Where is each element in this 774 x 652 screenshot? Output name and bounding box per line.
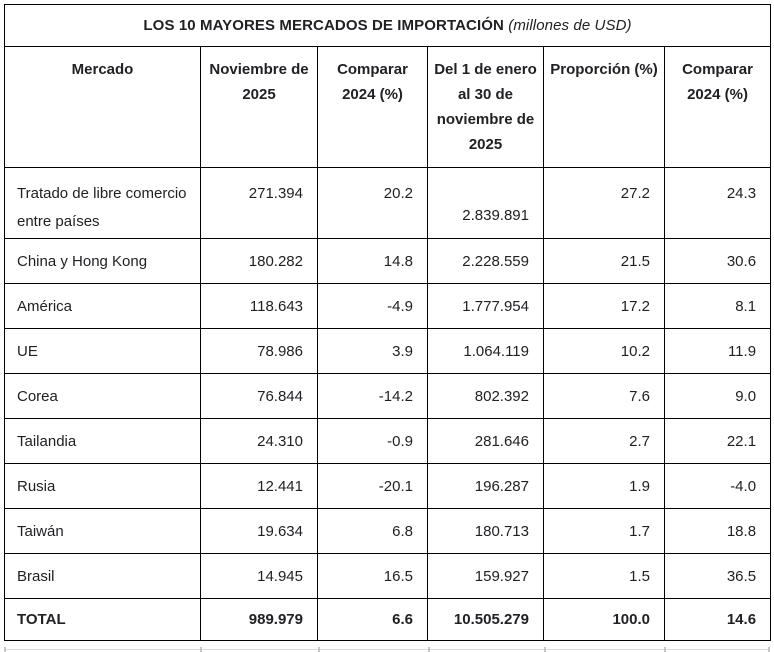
table-row-tailandia: Tailandia 24.310 -0.9 281.646 2.7 22.1 — [4, 418, 772, 464]
row-label-cell: Brasil — [4, 553, 201, 599]
column-header-noviembre-2025: Noviembre de 2025 — [200, 46, 318, 168]
value-cell: 2.7 — [543, 418, 665, 464]
total-value-cell: 10.505.279 — [427, 598, 544, 641]
value-cell: 2.839.891 — [427, 167, 544, 239]
value-cell: 9.0 — [663, 373, 772, 419]
value-cell: 8.1 — [663, 283, 772, 329]
row-label-cell: UE — [4, 328, 201, 374]
row-label-cell: Tratado de libre comercio entre países — [4, 167, 201, 239]
value-cell: 14.945 — [200, 553, 318, 599]
value-cell: -4.0 — [663, 463, 772, 509]
value-cell: 1.9 — [543, 463, 665, 509]
total-value-cell: 6.6 — [317, 598, 428, 641]
row-label-cell: China y Hong Kong — [4, 238, 201, 284]
total-value-cell: 100.0 — [543, 598, 665, 641]
value-cell: 76.844 — [200, 373, 318, 419]
table-title-unit-note: (millones de USD) — [508, 17, 632, 34]
continuation-line — [4, 649, 770, 650]
value-cell: 12.441 — [200, 463, 318, 509]
value-cell: 18.8 — [663, 508, 772, 554]
table-row-total: TOTAL 989.979 6.6 10.505.279 100.0 14.6 — [4, 598, 772, 641]
value-cell: 22.1 — [663, 418, 772, 464]
row-label-cell: América — [4, 283, 201, 329]
title-row: LOS 10 MAYORES MERCADOS DE IMPORTACIÓN (… — [3, 4, 772, 47]
column-header-comparar-2024: Comparar 2024 (%) — [317, 46, 428, 168]
total-label-cell: TOTAL — [4, 598, 201, 641]
value-cell: 180.713 — [427, 508, 544, 554]
value-cell: 36.5 — [663, 553, 772, 599]
continuation-border-stub — [318, 647, 320, 652]
column-header-comparar-2024-ytd: Comparar 2024 (%) — [663, 46, 772, 168]
continuation-border-stub — [428, 647, 430, 652]
value-cell: 1.777.954 — [427, 283, 544, 329]
column-header-proporcion: Proporción (%) — [543, 46, 665, 168]
table-title: LOS 10 MAYORES MERCADOS DE IMPORTACIÓN (… — [3, 4, 772, 47]
value-cell: 11.9 — [663, 328, 772, 374]
value-cell: -4.9 — [317, 283, 428, 329]
table-row-china-hong-kong: China y Hong Kong 180.282 14.8 2.228.559… — [4, 238, 772, 284]
value-cell: 24.310 — [200, 418, 318, 464]
value-cell: 30.6 — [663, 238, 772, 284]
column-header-mercado: Mercado — [4, 46, 201, 168]
value-cell: 21.5 — [543, 238, 665, 284]
table-title-main: LOS 10 MAYORES MERCADOS DE IMPORTACIÓN — [143, 17, 504, 34]
value-cell: 19.634 — [200, 508, 318, 554]
header-row: Mercado Noviembre de 2025 Comparar 2024 … — [4, 46, 772, 168]
value-cell: 3.9 — [317, 328, 428, 374]
total-value-cell: 989.979 — [200, 598, 318, 641]
continuation-border-stub — [4, 647, 6, 652]
value-cell: 24.3 — [663, 167, 772, 239]
value-cell: 1.7 — [543, 508, 665, 554]
column-header-enero-noviembre-2025: Del 1 de enero al 30 de noviembre de 202… — [427, 46, 544, 168]
table-row-corea: Corea 76.844 -14.2 802.392 7.6 9.0 — [4, 373, 772, 419]
value-cell: 271.394 — [200, 167, 318, 239]
row-label-cell: Corea — [4, 373, 201, 419]
table-row-rusia: Rusia 12.441 -20.1 196.287 1.9 -4.0 — [4, 463, 772, 509]
value-cell: 180.282 — [200, 238, 318, 284]
total-value-cell: 14.6 — [663, 598, 772, 641]
value-cell: 17.2 — [543, 283, 665, 329]
value-cell: 14.8 — [317, 238, 428, 284]
continuation-border-stub — [544, 647, 546, 652]
row-label-cell: Rusia — [4, 463, 201, 509]
value-cell: 2.228.559 — [427, 238, 544, 284]
continuation-border-stub — [664, 647, 666, 652]
table-row-ue: UE 78.986 3.9 1.064.119 10.2 11.9 — [4, 328, 772, 374]
value-cell: 196.287 — [427, 463, 544, 509]
value-cell: 802.392 — [427, 373, 544, 419]
table-row-tlc: Tratado de libre comercio entre países 2… — [4, 167, 772, 239]
table-row-taiwan: Taiwán 19.634 6.8 180.713 1.7 18.8 — [4, 508, 772, 554]
value-cell: 1.5 — [543, 553, 665, 599]
value-cell: 1.064.119 — [427, 328, 544, 374]
value-cell: 16.5 — [317, 553, 428, 599]
import-markets-table: LOS 10 MAYORES MERCADOS DE IMPORTACIÓN (… — [3, 4, 772, 641]
value-cell: 118.643 — [200, 283, 318, 329]
table-continuation-hint — [4, 646, 770, 652]
value-cell: 7.6 — [543, 373, 665, 419]
row-label-cell: Tailandia — [4, 418, 201, 464]
continuation-border-stub — [200, 647, 202, 652]
value-cell: 6.8 — [317, 508, 428, 554]
value-cell: 281.646 — [427, 418, 544, 464]
value-cell: -0.9 — [317, 418, 428, 464]
table-row-america: América 118.643 -4.9 1.777.954 17.2 8.1 — [4, 283, 772, 329]
value-cell: 27.2 — [543, 167, 665, 239]
value-cell: 20.2 — [317, 167, 428, 239]
row-label-cell: Taiwán — [4, 508, 201, 554]
value-cell: -20.1 — [317, 463, 428, 509]
value-cell: 10.2 — [543, 328, 665, 374]
value-cell: 78.986 — [200, 328, 318, 374]
table-row-brasil: Brasil 14.945 16.5 159.927 1.5 36.5 — [4, 553, 772, 599]
value-cell: -14.2 — [317, 373, 428, 419]
continuation-border-stub — [768, 647, 770, 652]
import-markets-table-container: LOS 10 MAYORES MERCADOS DE IMPORTACIÓN (… — [3, 4, 772, 641]
value-cell: 159.927 — [427, 553, 544, 599]
